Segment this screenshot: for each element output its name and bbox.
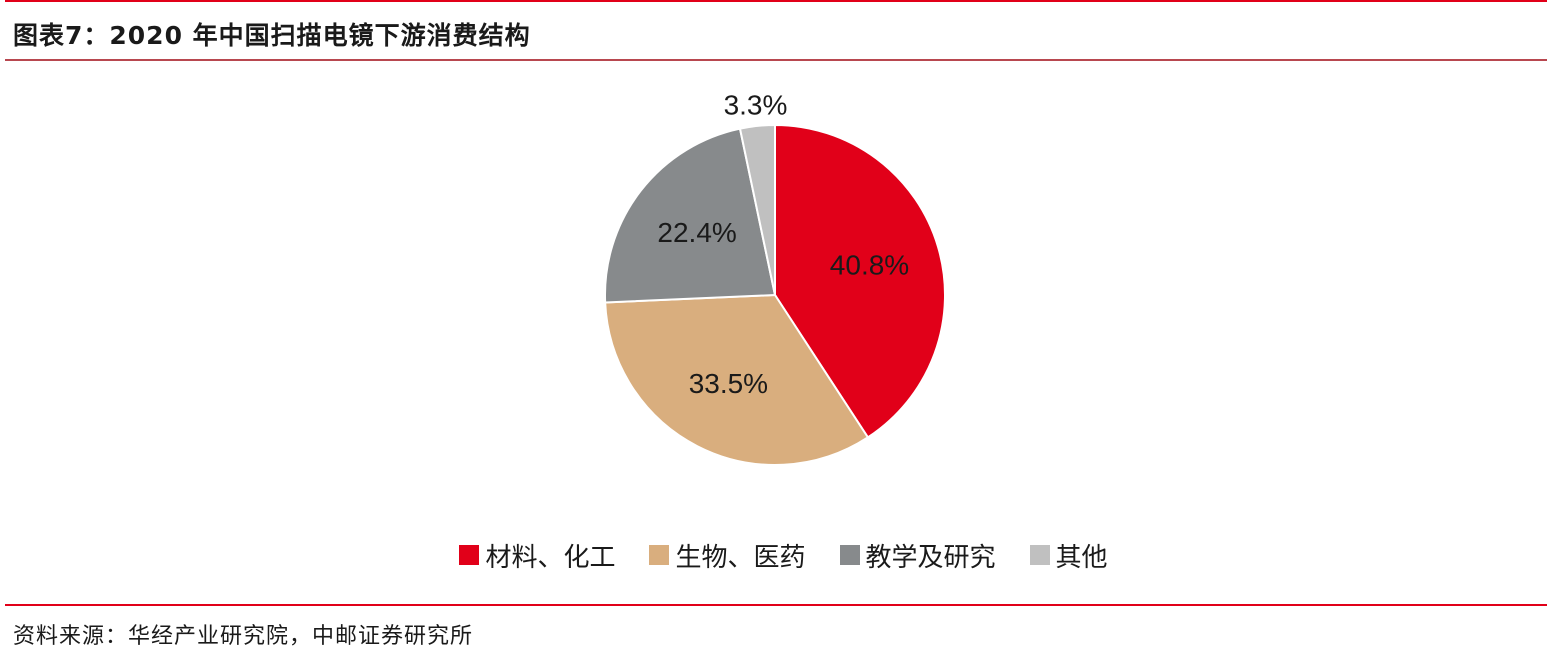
legend-swatch <box>1029 545 1050 565</box>
legend-swatch <box>649 545 670 565</box>
source-divider <box>5 604 1547 606</box>
chart-title: 图表7：2020 年中国扫描电镜下游消费结构 <box>13 21 531 50</box>
chart-legend: 材料、化工 生物、医药 教学及研究 其他 <box>0 535 1547 575</box>
legend-label: 材料、化工 <box>485 542 616 573</box>
pie-label-other: 3.3% <box>724 90 788 121</box>
legend-label: 教学及研究 <box>865 542 996 573</box>
source-note: 资料来源：华经产业研究院，中邮证券研究所 <box>13 624 474 649</box>
legend-item-other: 其他 <box>1029 537 1108 574</box>
pie-slice-bio-pharma <box>604 293 870 467</box>
pie-label-bio-pharma: 33.5% <box>689 368 768 399</box>
legend-item-bio-pharma: 生物、医药 <box>649 537 806 574</box>
legend-swatch <box>459 545 480 565</box>
legend-swatch <box>839 545 860 565</box>
pie-slice-teaching-research <box>604 127 777 304</box>
legend-label: 生物、医药 <box>675 542 806 573</box>
legend-item-teaching-research: 教学及研究 <box>839 537 996 574</box>
legend-item-materials-chemicals: 材料、化工 <box>459 537 615 574</box>
pie-label-teaching-research: 22.4% <box>657 217 736 248</box>
top-accent-rule <box>5 0 1547 2</box>
pie-data-labels: 40.8% 33.5% 22.4% 3.3% <box>657 90 909 399</box>
pie-label-materials-chemicals: 40.8% <box>830 249 909 280</box>
pie-slice-other <box>738 123 776 296</box>
title-divider <box>5 59 1547 61</box>
legend-label: 其他 <box>1055 542 1108 573</box>
pie-slices <box>604 123 946 467</box>
